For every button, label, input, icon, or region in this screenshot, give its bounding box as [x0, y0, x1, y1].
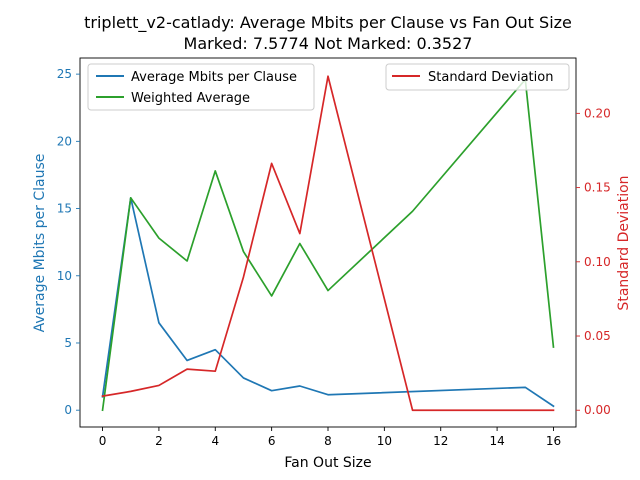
y-right-tick-label: 0.05 [584, 329, 611, 343]
y-axis-label-left: Average Mbits per Clause [32, 154, 48, 333]
chart-title-line1: triplett_v2-catlady: Average Mbits per C… [84, 13, 572, 33]
x-tick-label: 4 [211, 434, 219, 448]
x-axis-label: Fan Out Size [284, 455, 371, 471]
y-left-tick-label: 10 [57, 269, 72, 283]
legend-label-weighted-average: Weighted Average [131, 91, 250, 106]
y-right-tick-label: 0.10 [584, 255, 611, 269]
series-line-average-mbits-per-clause [101, 196, 555, 408]
series-line-weighted-average [101, 78, 555, 412]
legend-label-std-dev: Standard Deviation [428, 70, 553, 85]
x-tick-label: 12 [433, 434, 448, 448]
y-axis-label-right: Standard Deviation [616, 175, 632, 310]
chart-title-line2: Marked: 7.5774 Not Marked: 0.3527 [184, 34, 473, 53]
x-tick-label: 2 [155, 434, 163, 448]
legend-right-frame [385, 63, 570, 91]
y-left-tick-label: 0 [64, 403, 72, 417]
x-tick-label: 6 [268, 434, 276, 448]
y-left-tick-label: 25 [57, 67, 72, 81]
y-right-tick-label: 0.20 [584, 106, 611, 120]
y-left-tick-label: 5 [64, 336, 72, 350]
x-tick-label: 10 [377, 434, 392, 448]
x-tick-label: 0 [99, 434, 107, 448]
y-right-tick-label: 0.15 [584, 181, 611, 195]
legend-right: Standard Deviation [385, 63, 570, 91]
y-left-tick-label: 20 [57, 134, 72, 148]
y-left-tick-label: 15 [57, 202, 72, 216]
series-line-standard-deviation [101, 75, 555, 412]
x-tick-label: 8 [324, 434, 332, 448]
legend-left-frame [87, 63, 315, 111]
x-tick-label: 14 [489, 434, 504, 448]
y-right-tick-label: 0.00 [584, 403, 611, 417]
axes-layer: 0 2 4 6 8 10 12 14 16 0 5 10 15 20 25 0.00 0.05 0.10 0.15 0… [57, 57, 611, 448]
series-layer [101, 75, 555, 412]
legend-left: Average Mbits per Clause Weighted Averag… [87, 63, 315, 111]
x-tick-label: 16 [546, 434, 561, 448]
legend-label-avg-mbits: Average Mbits per Clause [131, 70, 297, 85]
